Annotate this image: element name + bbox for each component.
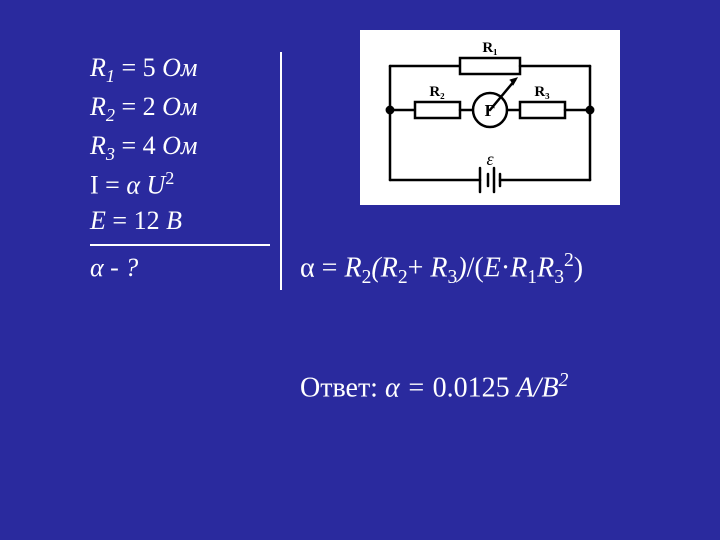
f-rp: ) bbox=[457, 252, 466, 283]
f-r1: R bbox=[510, 252, 527, 283]
given-r2: R2 = 2 Ом bbox=[90, 89, 270, 128]
f-rp2: ) bbox=[574, 252, 583, 283]
f-s2a: 2 bbox=[362, 267, 372, 288]
given-divider bbox=[90, 244, 270, 246]
lhs: I bbox=[90, 171, 99, 200]
answer: Ответ: α = 0.0125 А/В2 bbox=[300, 370, 568, 404]
f-r2: R bbox=[381, 252, 398, 283]
f-s1: 1 bbox=[527, 267, 537, 288]
sub: 2 bbox=[106, 105, 115, 125]
f-lp: ( bbox=[371, 252, 380, 283]
given-block: R1 = 5 Ом R2 = 2 Ом R3 = 4 Ом I = α U2 Ε… bbox=[90, 50, 270, 285]
eq: = bbox=[115, 131, 143, 160]
circuit-label-r1: R₁ bbox=[482, 40, 497, 56]
eq: = bbox=[115, 92, 143, 121]
val: 4 bbox=[143, 131, 156, 160]
f-e: Ε bbox=[484, 252, 501, 283]
sym: R bbox=[90, 131, 106, 160]
answer-unit: А/В bbox=[517, 372, 559, 403]
val: 5 bbox=[143, 53, 156, 82]
unit: Ом bbox=[162, 53, 197, 82]
given-r3: R3 = 4 Ом bbox=[90, 128, 270, 167]
f-s2b: 2 bbox=[398, 267, 408, 288]
slide: R1 = 5 Ом R2 = 2 Ом R3 = 4 Ом I = α U2 Ε… bbox=[0, 0, 720, 540]
sym: R bbox=[90, 92, 106, 121]
answer-label: Ответ: bbox=[300, 372, 385, 403]
answer-value: 0.0125 bbox=[433, 372, 517, 403]
circuit-label-r2: R₂ bbox=[429, 84, 445, 100]
val: 12 bbox=[134, 206, 160, 235]
vertical-divider bbox=[280, 52, 282, 290]
circuit-diagram: R₁ R₂ R₃ Г ε bbox=[360, 30, 620, 205]
f-r: R bbox=[344, 252, 361, 283]
answer-exp: 2 bbox=[559, 370, 569, 391]
eq: = bbox=[99, 171, 127, 200]
sub: 1 bbox=[106, 66, 115, 86]
alpha: α bbox=[126, 171, 146, 200]
unit: Ом bbox=[162, 92, 197, 121]
answer-alpha: α = bbox=[385, 372, 433, 403]
sym: R bbox=[90, 53, 106, 82]
circuit-label-r3: R₃ bbox=[534, 84, 550, 100]
sub: 3 bbox=[106, 144, 115, 164]
unit: Ом bbox=[162, 131, 197, 160]
f-sq: 2 bbox=[564, 250, 574, 271]
given-r1: R1 = 5 Ом bbox=[90, 50, 270, 89]
f-r3b: R bbox=[537, 252, 554, 283]
eq: = bbox=[115, 53, 143, 82]
unit: В bbox=[166, 206, 182, 235]
val: 2 bbox=[143, 92, 156, 121]
circuit-label-eps: ε bbox=[486, 149, 494, 169]
f-dot: · bbox=[501, 252, 510, 283]
f-r3: R bbox=[430, 252, 447, 283]
sym: Ε bbox=[90, 206, 106, 235]
given-find: α - ? bbox=[90, 250, 270, 285]
f-alpha: α = bbox=[300, 252, 344, 283]
f-slash: /( bbox=[467, 252, 484, 283]
eq: = bbox=[106, 206, 134, 235]
circuit-label-g: Г bbox=[485, 101, 496, 120]
u: U bbox=[147, 171, 166, 200]
find-text: α - ? bbox=[90, 253, 138, 282]
formula: α = R2(R2+ R3)/(Ε·R1R32) bbox=[300, 250, 583, 289]
given-e: Ε = 12 В bbox=[90, 203, 270, 238]
exp: 2 bbox=[165, 168, 174, 188]
f-s3: 3 bbox=[448, 267, 458, 288]
f-plus: + bbox=[408, 252, 431, 283]
f-s3b: 3 bbox=[554, 267, 564, 288]
given-i: I = α U2 bbox=[90, 166, 270, 203]
